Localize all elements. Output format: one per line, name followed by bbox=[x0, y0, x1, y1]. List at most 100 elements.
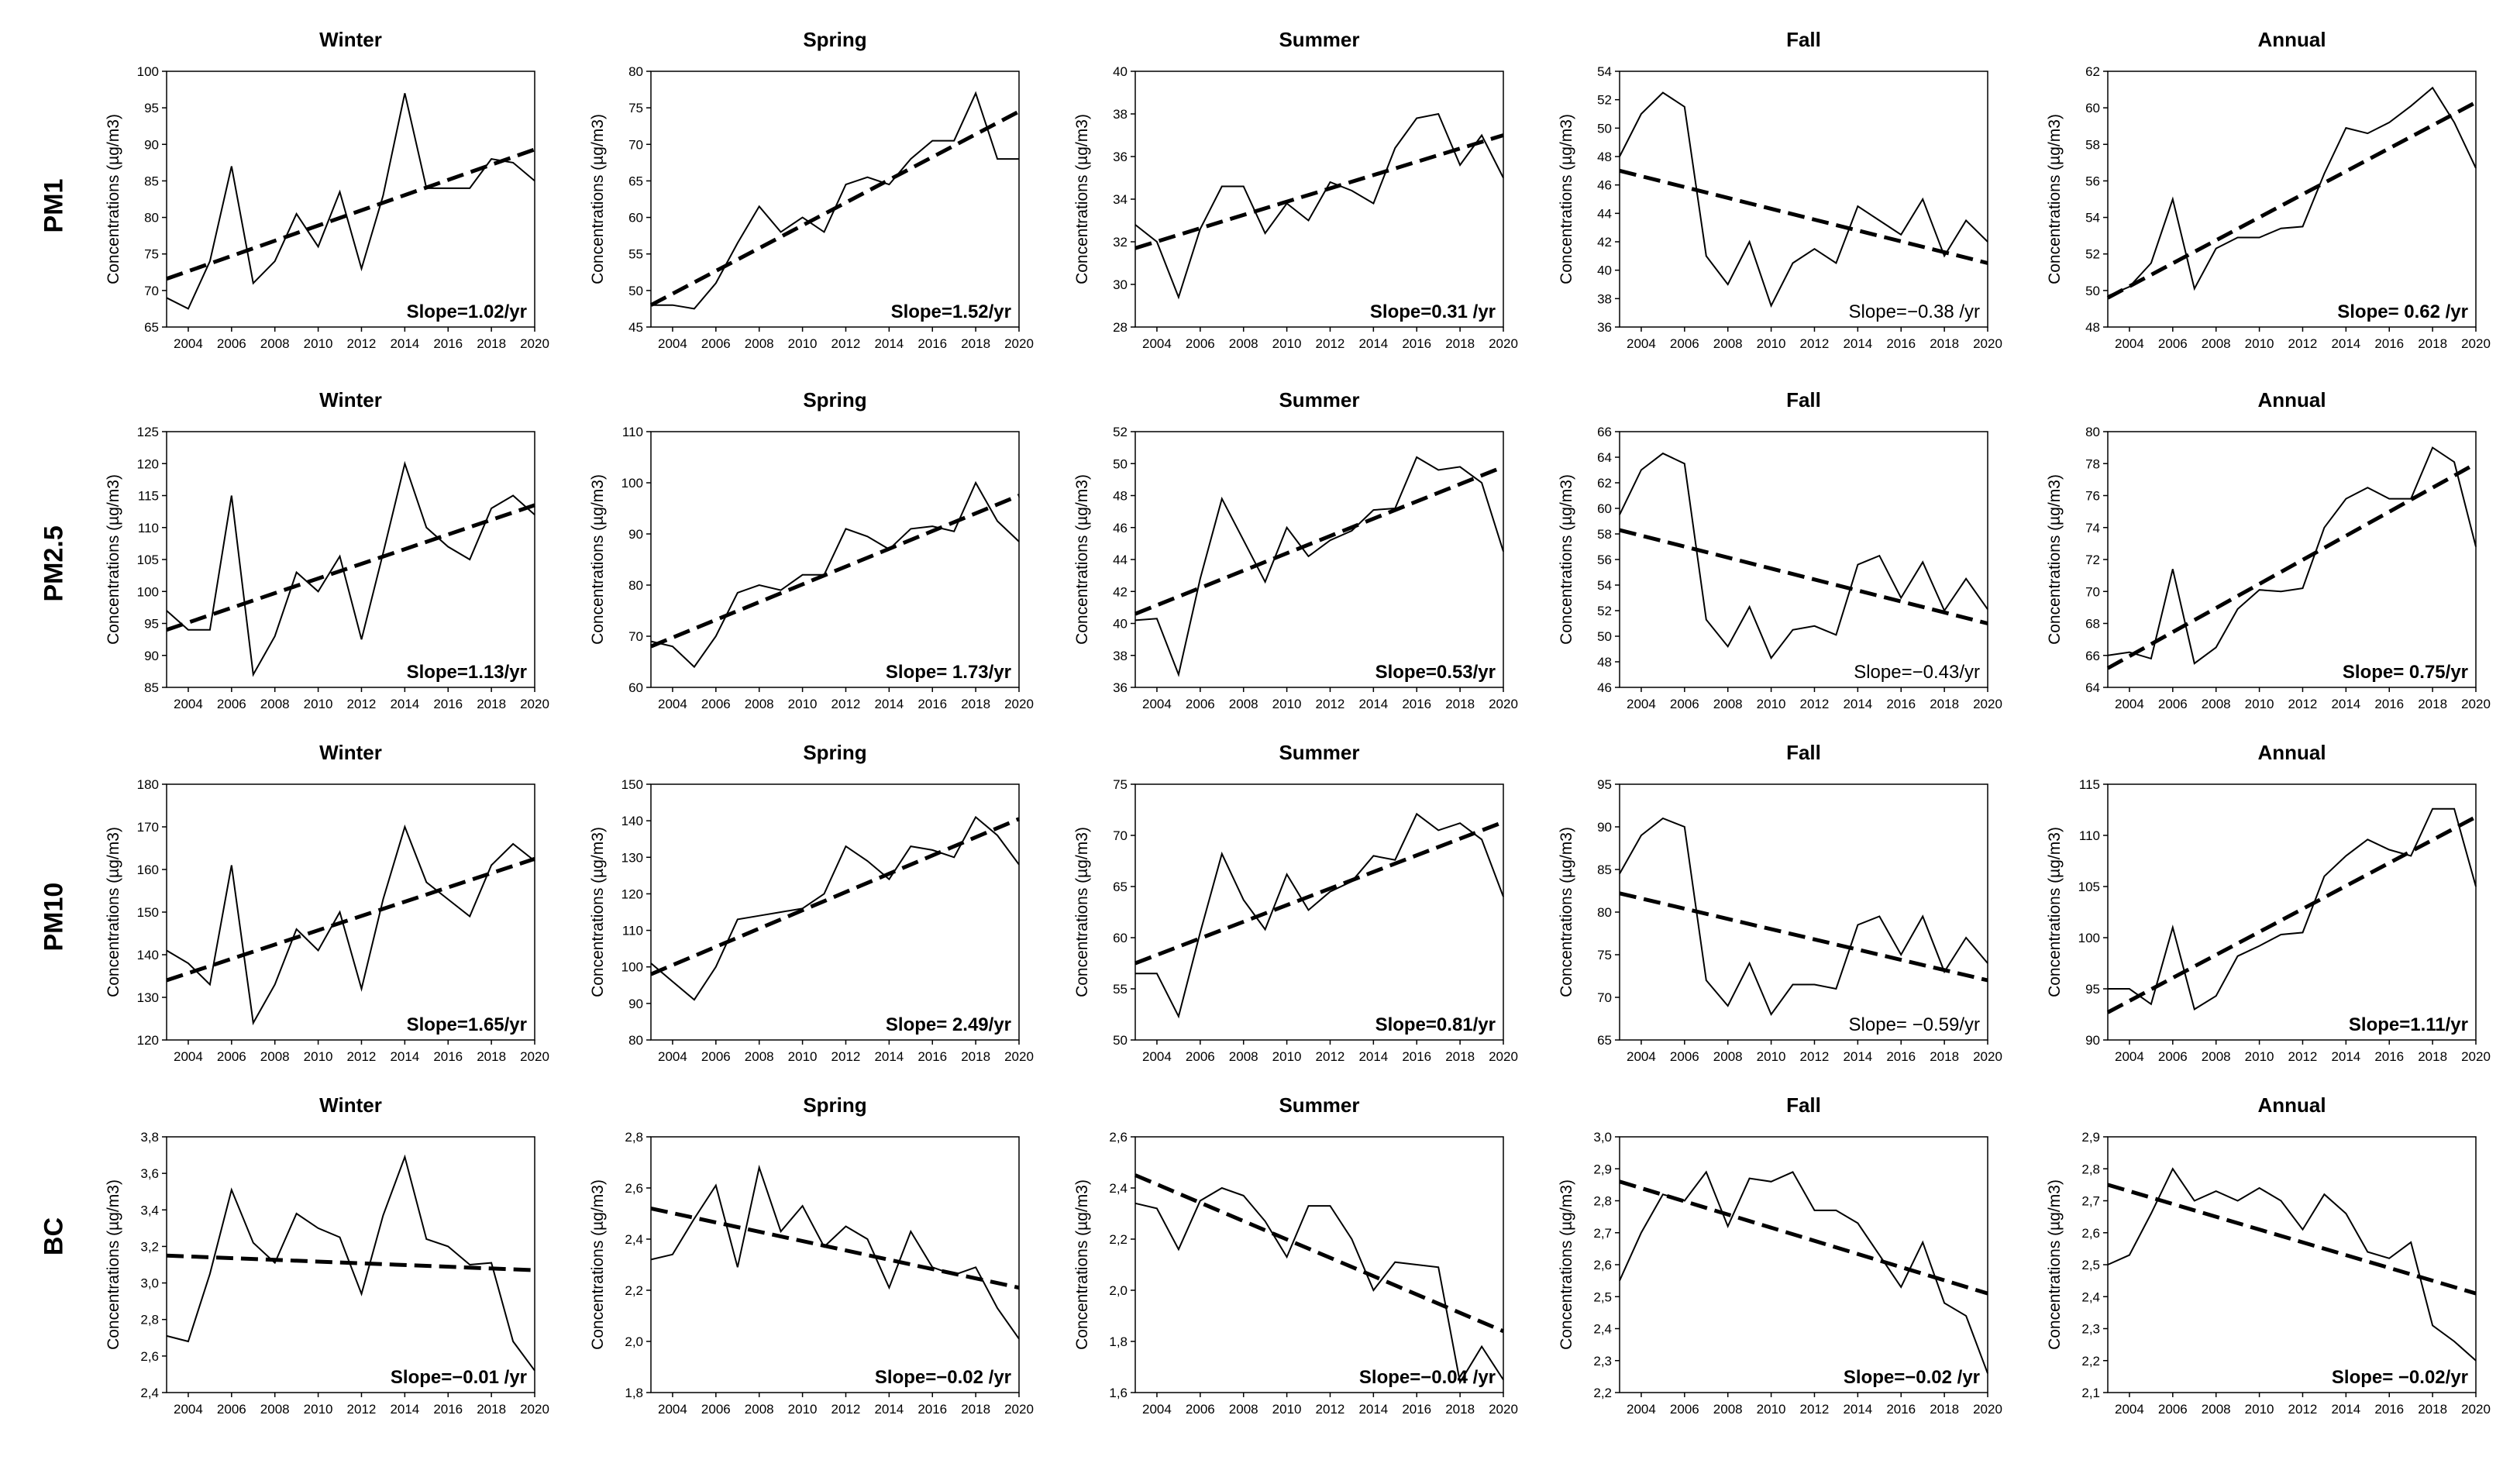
x-tick-label: 2006 bbox=[2158, 336, 2188, 351]
x-tick-label: 2008 bbox=[745, 697, 774, 711]
plot-area bbox=[1134, 783, 1504, 1041]
plot-area bbox=[1134, 431, 1504, 688]
y-tick-label: 90 bbox=[628, 997, 643, 1011]
y-tick-label: 58 bbox=[1597, 527, 1612, 542]
plot-area bbox=[1619, 1136, 1988, 1393]
y-tick-label: 78 bbox=[2085, 456, 2100, 471]
x-tick-label: 2010 bbox=[304, 1402, 333, 1417]
x-tick-label: 2016 bbox=[1402, 697, 1431, 711]
y-tick-label: 40 bbox=[1113, 617, 1128, 632]
y-tick-label: 70 bbox=[1597, 990, 1612, 1005]
x-tick-label: 2012 bbox=[1316, 1049, 1345, 1064]
y-tick-label: 2,0 bbox=[1109, 1283, 1128, 1298]
series-line bbox=[166, 824, 535, 1026]
y-tick-label: 72 bbox=[2085, 553, 2100, 567]
x-tick-label: 2004 bbox=[658, 697, 687, 711]
chart-panel: Annual 48 50 52 54 56 58 60 62 2004 2006 2008 2010 20… bbox=[2015, 15, 2503, 372]
y-tick-label: 50 bbox=[1113, 1033, 1128, 1048]
y-tick-label: 90 bbox=[628, 527, 643, 542]
x-tick-label: 2008 bbox=[745, 1402, 774, 1417]
y-axis-label: Concentrations (µg/m3) bbox=[2046, 1179, 2064, 1350]
x-tick-label: 2014 bbox=[390, 697, 419, 711]
x-tick-label: 2006 bbox=[1186, 1049, 1215, 1064]
y-tick-label: 60 bbox=[1597, 501, 1612, 516]
chart-svg: Winter 120 130 140 150 160 170 180 2004 2006 2008 2… bbox=[105, 741, 549, 1064]
x-tick-label: 2020 bbox=[520, 1402, 549, 1417]
chart-title: Summer bbox=[1279, 1093, 1359, 1117]
y-tick-label: 2,9 bbox=[2081, 1130, 2100, 1145]
x-tick-label: 2010 bbox=[1272, 336, 1302, 351]
x-tick-label: 2020 bbox=[520, 697, 549, 711]
y-tick-label: 110 bbox=[622, 425, 643, 439]
y-tick-label: 80 bbox=[628, 1033, 643, 1048]
x-tick-label: 2014 bbox=[874, 697, 904, 711]
y-axis-label: Concentrations (µg/m3) bbox=[2046, 114, 2064, 284]
y-tick-label: 58 bbox=[2085, 137, 2100, 152]
y-tick-label: 75 bbox=[628, 101, 643, 115]
y-axis-label: Concentrations (µg/m3) bbox=[1073, 114, 1091, 284]
chart-panel: Fall 46 48 50 52 54 56 58 60 62 64 66 2004 2006 2008 20… bbox=[1527, 376, 2023, 732]
slope-annotation: Slope= 2.49/yr bbox=[886, 1014, 1011, 1035]
x-tick-label: 2020 bbox=[2461, 697, 2491, 711]
plot-area bbox=[166, 783, 535, 1041]
x-tick-label: 2018 bbox=[2418, 1402, 2447, 1417]
y-tick-label: 46 bbox=[1597, 680, 1612, 695]
x-tick-label: 2012 bbox=[831, 1402, 861, 1417]
y-tick-label: 95 bbox=[1597, 777, 1612, 792]
x-tick-label: 2006 bbox=[217, 697, 246, 711]
x-tick-label: 2010 bbox=[788, 1049, 818, 1064]
y-tick-label: 34 bbox=[1113, 192, 1128, 207]
y-tick-label: 100 bbox=[2078, 931, 2100, 945]
y-tick-label: 38 bbox=[1113, 649, 1128, 663]
x-tick-label: 2018 bbox=[1930, 1402, 1959, 1417]
slope-annotation: Slope=−0.38 /yr bbox=[1849, 301, 1980, 322]
x-tick-label: 2008 bbox=[745, 1049, 774, 1064]
y-tick-label: 100 bbox=[621, 960, 643, 975]
x-tick-label: 2008 bbox=[1229, 697, 1258, 711]
y-axis-label: Concentrations (µg/m3) bbox=[1558, 114, 1575, 284]
y-axis-label: Concentrations (µg/m3) bbox=[589, 114, 607, 284]
chart-svg: Annual 64 66 68 70 72 74 76 78 80 2004 2006 2008 2010… bbox=[2046, 388, 2491, 711]
x-tick-label: 2010 bbox=[1272, 1402, 1302, 1417]
y-axis-label: Concentrations (µg/m3) bbox=[1073, 1179, 1091, 1350]
x-tick-label: 2014 bbox=[1358, 1049, 1388, 1064]
series-line bbox=[166, 93, 535, 310]
x-tick-label: 2014 bbox=[2331, 697, 2360, 711]
x-tick-label: 2010 bbox=[2245, 697, 2274, 711]
x-tick-label: 2010 bbox=[788, 697, 818, 711]
chart-svg: Winter 65 70 75 80 85 90 95 100 2004 2006 2008 2010 2… bbox=[105, 28, 549, 351]
plot-area bbox=[650, 783, 1020, 1041]
chart-svg: Summer 36 38 40 42 44 46 48 50 52 2004 2006 2008 2010… bbox=[1073, 388, 1518, 711]
y-tick-label: 85 bbox=[1597, 863, 1612, 877]
y-tick-label: 2,4 bbox=[625, 1232, 643, 1247]
y-tick-label: 50 bbox=[2085, 284, 2100, 298]
y-tick-label: 42 bbox=[1597, 235, 1612, 250]
chart-svg: Winter 2,4 2,6 2,8 3,0 3,2 3,4 3,6 3,8 2004 2006 20… bbox=[105, 1093, 549, 1417]
x-tick-label: 2016 bbox=[2374, 1402, 2404, 1417]
x-tick-label: 2004 bbox=[1142, 1049, 1172, 1064]
y-tick-label: 70 bbox=[628, 629, 643, 644]
y-tick-label: 80 bbox=[2085, 425, 2100, 439]
x-tick-label: 2014 bbox=[874, 1049, 904, 1064]
x-tick-label: 2012 bbox=[347, 336, 377, 351]
y-tick-label: 54 bbox=[1597, 64, 1612, 79]
plot-area bbox=[2107, 71, 2477, 328]
y-axis-label: Concentrations (µg/m3) bbox=[589, 827, 607, 997]
x-tick-label: 2008 bbox=[1713, 1049, 1743, 1064]
x-tick-label: 2004 bbox=[174, 697, 203, 711]
x-tick-label: 2006 bbox=[217, 1049, 246, 1064]
chart-svg: Fall 2,2 2,3 2,4 2,5 2,6 2,7 2,8 2,9 3,0 2004 2006 2… bbox=[1558, 1093, 2002, 1417]
x-tick-label: 2012 bbox=[347, 1049, 377, 1064]
x-tick-label: 2012 bbox=[1316, 1402, 1345, 1417]
x-tick-label: 2004 bbox=[1142, 697, 1172, 711]
y-tick-label: 2,6 bbox=[2081, 1226, 2100, 1241]
series-line bbox=[166, 1154, 535, 1372]
x-tick-label: 2018 bbox=[477, 336, 506, 351]
y-tick-label: 2,8 bbox=[140, 1313, 159, 1327]
y-tick-label: 95 bbox=[2085, 982, 2100, 997]
y-axis-label: Concentrations (µg/m3) bbox=[589, 474, 607, 645]
y-axis-label: Concentrations (µg/m3) bbox=[105, 114, 122, 284]
x-tick-label: 2020 bbox=[1973, 336, 2002, 351]
series-line bbox=[650, 1164, 1020, 1340]
